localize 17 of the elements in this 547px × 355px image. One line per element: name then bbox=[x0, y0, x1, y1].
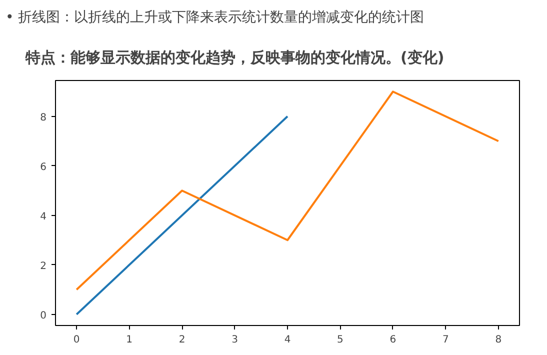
y-tick-label: 8 bbox=[40, 112, 47, 124]
chart-subtitle: 特点：能够显示数据的变化趋势，反映事物的变化情况。(变化) bbox=[24, 48, 444, 66]
y-tick-label: 2 bbox=[40, 260, 47, 272]
line-series bbox=[76, 90, 500, 291]
x-tick-label: 8 bbox=[495, 334, 502, 346]
x-tick-label: 7 bbox=[442, 334, 449, 346]
x-tick-label: 4 bbox=[284, 334, 291, 346]
x-tick-label: 6 bbox=[390, 334, 396, 346]
x-tick-label: 0 bbox=[73, 334, 80, 346]
y-tick-label: 4 bbox=[40, 211, 47, 222]
x-tick-label: 2 bbox=[178, 334, 186, 346]
chart-title: • 折线图：以折线的上升或下降来表示统计数量的增减变化的统计图 bbox=[6, 10, 424, 26]
y-tick-label: 6 bbox=[40, 162, 47, 173]
x-tick-label: 3 bbox=[232, 334, 238, 346]
x-tick-label: 5 bbox=[337, 334, 344, 346]
x-tick-label: 1 bbox=[126, 334, 133, 346]
y-tick-label: 0 bbox=[40, 310, 47, 322]
